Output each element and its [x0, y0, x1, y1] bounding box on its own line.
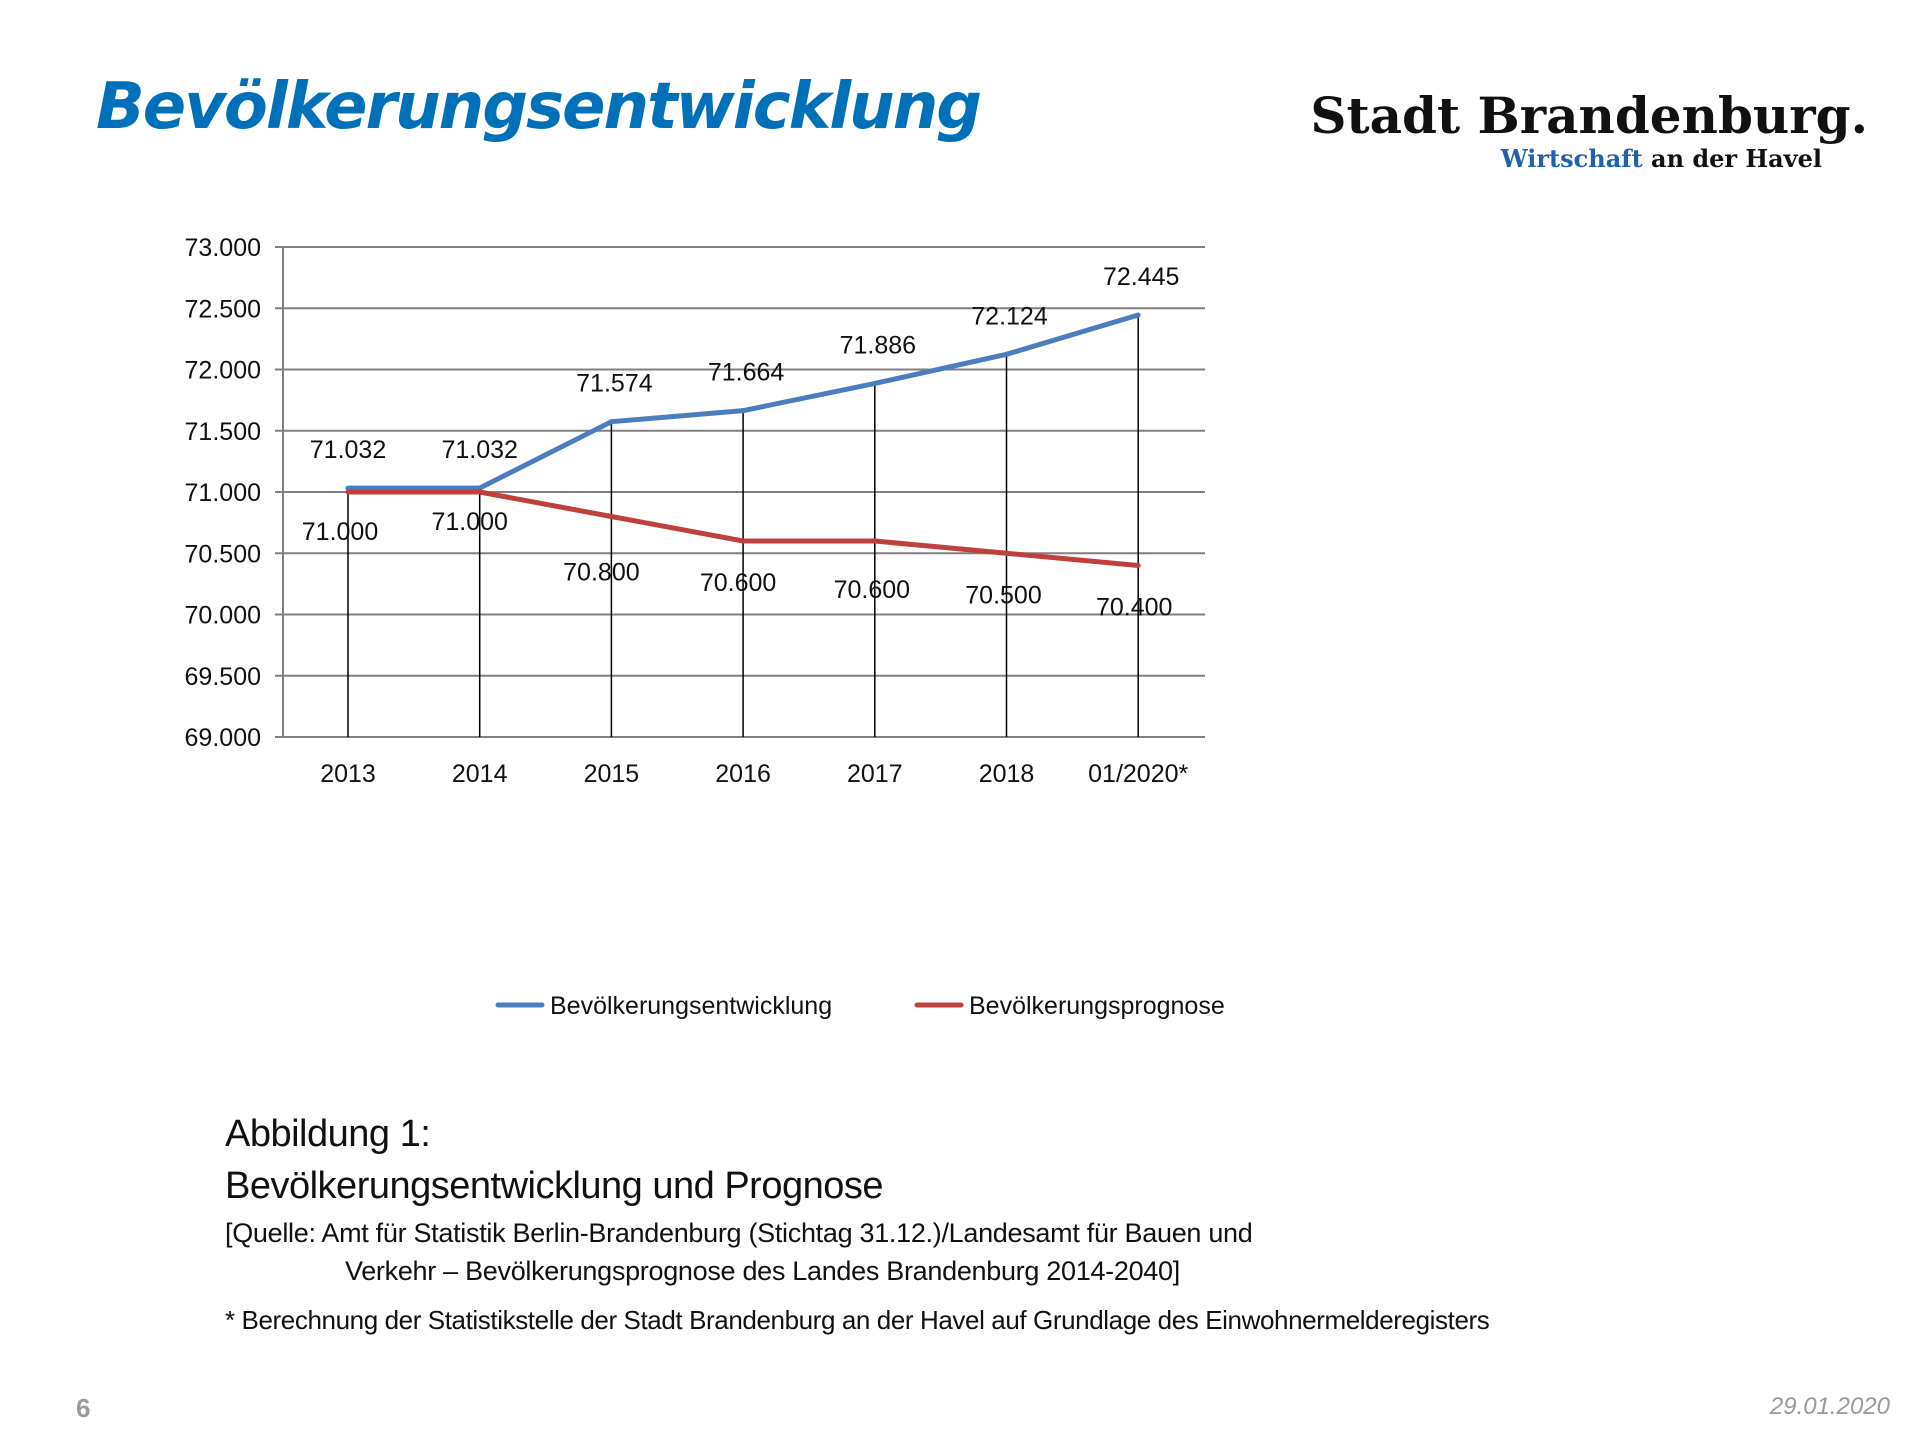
data-label-prognose: 70.600: [700, 569, 776, 597]
chart-legend: Bevölkerungsentwicklung Bevölkerungsprogn…: [495, 992, 1225, 1020]
data-label-entwicklung: 71.574: [576, 370, 653, 398]
data-point: [345, 485, 351, 491]
y-tick-label: 72.000: [185, 357, 261, 385]
caption-figure-title: Bevölkerungsentwicklung und Prognose: [225, 1165, 883, 1207]
x-tick-label: 2015: [584, 760, 640, 788]
x-tick-label: 2017: [847, 760, 903, 788]
data-label-prognose: 70.400: [1096, 594, 1172, 622]
y-tick-label: 69.500: [185, 663, 261, 691]
y-tick-label: 70.000: [185, 602, 261, 630]
x-tick-label: 2018: [979, 760, 1035, 788]
data-point: [1004, 550, 1009, 556]
footer-date: 29.01.2020: [1769, 1393, 1890, 1420]
data-point: [477, 485, 483, 491]
x-tick-label: 2013: [320, 760, 376, 788]
chart-series: [345, 312, 1141, 568]
population-chart: 69.000 69.500 70.000 70.500 71.000 71.500 72.0…: [185, 234, 1225, 1020]
caption-source-line1: [Quelle: Amt für Statistik Berlin-Brande…: [225, 1218, 1253, 1248]
data-point: [1135, 312, 1141, 318]
legend-label: Bevölkerungsprognose: [969, 992, 1225, 1020]
data-label-prognose: 70.500: [965, 581, 1041, 609]
data-label-entwicklung: 72.445: [1103, 263, 1179, 291]
data-point: [740, 538, 746, 544]
y-tick-label: 72.500: [185, 295, 261, 323]
data-label-prognose: 70.600: [834, 576, 910, 604]
data-label-entwicklung: 72.124: [971, 302, 1048, 330]
data-point: [740, 408, 746, 414]
caption-figure-number: Abbildung 1:: [225, 1113, 431, 1155]
data-point: [608, 514, 614, 519]
logo-sub-text: Wirtschaft an der Havel: [1310, 144, 1822, 173]
data-label-prognose: 71.000: [431, 508, 507, 536]
y-tick-label: 70.500: [185, 540, 261, 568]
data-point: [608, 419, 614, 425]
logo-sub-rest: an der Havel: [1642, 144, 1822, 173]
y-tick-label: 73.000: [185, 234, 261, 262]
data-label-entwicklung: 71.032: [441, 436, 517, 464]
data-point: [872, 380, 878, 386]
page-title: Bevölkerungsentwicklung: [96, 70, 982, 144]
data-point: [1004, 351, 1009, 357]
data-label-entwicklung: 71.664: [708, 359, 785, 387]
x-axis-ticks: 2013 2014 2015 2016 2017 2018 01/2020*: [320, 760, 1188, 788]
figure-caption: Abbildung 1: Bevölkerungsentwicklung und…: [225, 1108, 1253, 1290]
data-label-entwicklung: 71.032: [310, 436, 386, 464]
logo-sub-blue: Wirtschaft: [1500, 144, 1643, 173]
x-tick-label: 2016: [715, 760, 771, 788]
data-point: [477, 489, 483, 495]
data-point: [345, 489, 351, 495]
x-tick-label: 2014: [452, 760, 508, 788]
logo-main-text: Stadt Brandenburg.: [1310, 86, 1868, 145]
legend-label: Bevölkerungsentwicklung: [550, 992, 832, 1020]
page-number: 6: [76, 1393, 91, 1423]
data-label-prognose: 70.800: [563, 559, 639, 587]
logo: Stadt Brandenburg. Wirtschaft an der Hav…: [1310, 86, 1868, 174]
caption-source-line2: Verkehr – Bevölkerungsprognose des Lande…: [345, 1256, 1180, 1286]
data-label-entwicklung: 71.886: [840, 331, 916, 359]
y-tick-label: 69.000: [185, 724, 261, 752]
y-axis-ticks: 69.000 69.500 70.000 70.500 71.000 71.500 72.0…: [185, 234, 261, 752]
x-tick-label: 01/2020*: [1088, 760, 1188, 788]
chart-data-labels: 71.032 71.032 71.574 71.664 71.886 72.124 72.4…: [302, 263, 1180, 622]
data-label-prognose: 71.000: [302, 518, 378, 546]
y-tick-label: 71.000: [185, 479, 261, 507]
footnote: * Berechnung der Statistikstelle der Sta…: [225, 1305, 1490, 1335]
data-point: [872, 538, 878, 544]
data-point: [1135, 563, 1141, 568]
y-tick-label: 71.500: [185, 418, 261, 446]
chart-gridlines: [275, 246, 1205, 738]
chart-droplines: [347, 314, 1139, 737]
